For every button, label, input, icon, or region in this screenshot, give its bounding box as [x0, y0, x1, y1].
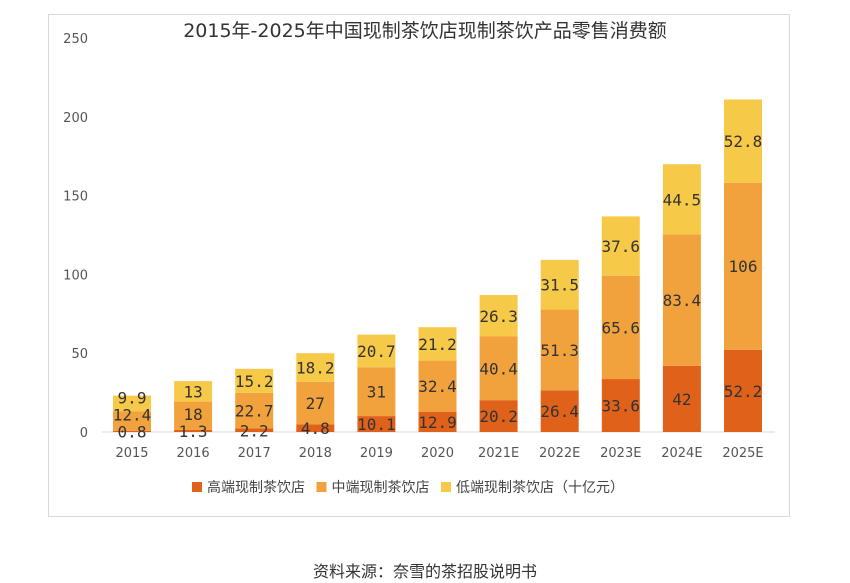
- legend-swatch: [192, 482, 202, 492]
- bar-low: [479, 295, 518, 337]
- x-tick-label: 2025E: [722, 446, 763, 461]
- data-label: 12.4: [113, 405, 152, 424]
- data-label: 40.4: [479, 359, 518, 378]
- data-label: 2.2: [240, 421, 269, 440]
- data-label: 1.3: [179, 422, 208, 441]
- bar-high: [662, 365, 701, 432]
- bar-low: [540, 259, 579, 310]
- x-tick-label: 2019: [360, 446, 393, 461]
- data-label: 44.5: [663, 190, 702, 209]
- data-label: 31.5: [540, 276, 579, 295]
- chart-title: 2015年-2025年中国现制茶饮店现制茶饮产品零售消费额: [183, 20, 667, 42]
- x-tick-label: 2023E: [600, 446, 641, 461]
- bar-mid: [113, 411, 151, 431]
- data-label: 0.8: [118, 422, 147, 441]
- data-label: 10.1: [357, 415, 396, 434]
- y-tick-label: 0: [80, 426, 88, 441]
- bar-high: [296, 424, 335, 432]
- bar-high: [540, 390, 579, 432]
- data-label: 27: [306, 394, 325, 413]
- data-label: 106: [729, 257, 758, 276]
- y-tick-label: 200: [63, 111, 88, 126]
- bar-mid: [174, 401, 213, 430]
- bar-high: [479, 400, 518, 432]
- source-note: 资料来源：奈雪的茶招股说明书: [312, 562, 537, 581]
- bar-high: [174, 429, 213, 432]
- data-label: 20.2: [479, 407, 518, 426]
- bar-high: [235, 428, 274, 432]
- x-tick-label: 2016: [177, 446, 210, 461]
- data-label: 18: [183, 405, 202, 424]
- legend-label: 中端现制茶饮店: [332, 480, 430, 496]
- bar-low: [601, 216, 640, 276]
- legend-swatch: [441, 482, 451, 492]
- data-label: 13: [183, 382, 202, 401]
- bar-mid: [296, 381, 335, 425]
- x-tick-label: 2021E: [478, 446, 519, 461]
- x-tick-label: 2024E: [661, 446, 702, 461]
- bar-low: [662, 164, 701, 235]
- data-label: 26.3: [479, 307, 518, 326]
- bar-low: [174, 381, 213, 402]
- bar-high: [357, 416, 396, 432]
- legend-label: 高端现制茶饮店: [207, 479, 305, 496]
- data-label: 12.9: [418, 413, 457, 432]
- bar-high: [418, 411, 457, 432]
- bar-high: [724, 349, 762, 432]
- x-tick-label: 2018: [299, 446, 332, 461]
- data-label: 31: [367, 383, 386, 402]
- y-tick-label: 250: [63, 32, 88, 47]
- data-label: 4.8: [301, 419, 330, 438]
- bar-mid: [235, 392, 274, 429]
- data-label: 22.7: [235, 402, 274, 421]
- bar-low: [235, 368, 274, 393]
- y-tick-label: 150: [63, 190, 88, 205]
- data-label: 52.2: [724, 382, 763, 401]
- data-label: 51.3: [540, 341, 579, 360]
- data-label: 37.6: [602, 237, 641, 256]
- data-label: 42: [672, 390, 691, 409]
- x-tick-label: 2015: [115, 446, 148, 461]
- x-tick-label: 2022E: [539, 446, 580, 461]
- data-label: 33.6: [602, 397, 641, 416]
- bar-mid: [662, 234, 701, 366]
- bar-mid: [724, 182, 762, 350]
- legend-swatch: [316, 482, 327, 492]
- bar-low: [296, 353, 335, 382]
- data-label: 20.7: [357, 342, 396, 361]
- bar-mid: [357, 367, 396, 417]
- bar-low: [418, 327, 457, 361]
- data-label: 15.2: [235, 372, 274, 391]
- bar-low: [357, 334, 396, 368]
- x-tick-label: 2020: [421, 446, 454, 461]
- data-label: 83.4: [663, 291, 702, 310]
- data-label: 9.9: [118, 388, 147, 407]
- bar-low: [724, 99, 762, 183]
- data-label: 26.4: [540, 402, 579, 421]
- bar-high: [601, 379, 640, 432]
- chart-frame: [48, 14, 790, 517]
- bar-mid: [479, 336, 518, 401]
- data-label: 52.8: [724, 132, 763, 151]
- bar-mid: [540, 309, 579, 391]
- data-label: 65.6: [602, 318, 641, 337]
- bar-low: [113, 395, 151, 412]
- y-tick-label: 50: [71, 347, 88, 362]
- y-tick-label: 100: [63, 268, 88, 283]
- x-tick-label: 2017: [238, 446, 271, 461]
- data-label: 18.2: [296, 359, 335, 378]
- bar-mid: [601, 275, 640, 380]
- data-label: 21.2: [418, 335, 457, 354]
- data-label: 32.4: [418, 377, 457, 396]
- legend-label: 低端现制茶饮店（十亿元）: [456, 480, 624, 496]
- bar-high: [113, 430, 151, 432]
- bar-mid: [418, 360, 457, 412]
